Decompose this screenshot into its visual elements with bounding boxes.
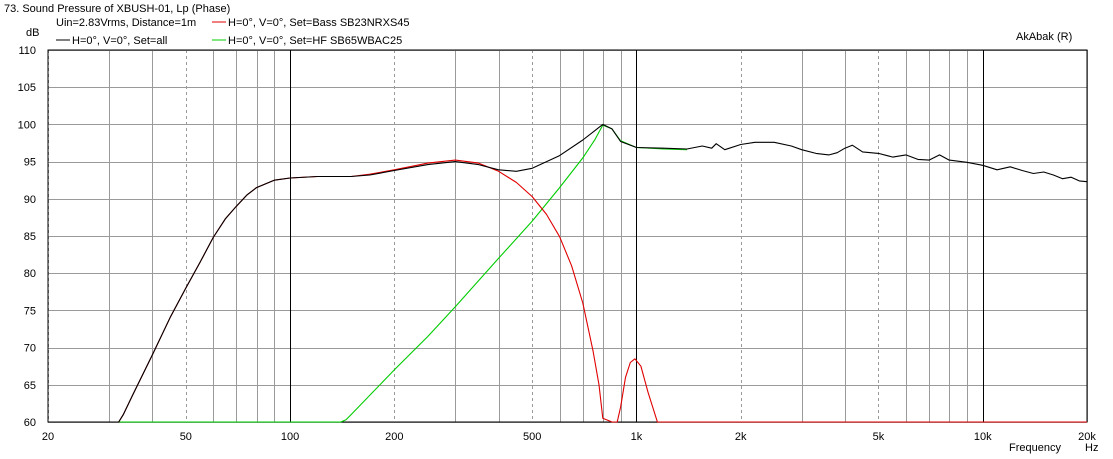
- legend-label-all: H=0°, V=0°, Set=all: [72, 35, 167, 47]
- x-axis-label: Frequency: [1009, 442, 1061, 454]
- x-axis-unit: Hz: [1085, 442, 1098, 454]
- y-tick-label: 60: [24, 417, 36, 429]
- y-tick-label: 105: [18, 82, 36, 94]
- y-tick-label: 70: [24, 343, 36, 355]
- legend-label-bass: H=0°, V=0°, Set=Bass SB23NRXS45: [228, 17, 410, 29]
- y-tick-label: 65: [24, 380, 36, 392]
- x-tick-label: 10k: [974, 431, 992, 443]
- chart-subtitle: Uin=2.83Vrms, Distance=1m: [56, 17, 196, 29]
- x-tick-labels: 20 50 100 200 500 1k 2k 5k 10k 20k: [42, 431, 1096, 443]
- x-tick-label: 20: [42, 431, 54, 443]
- x-tick-label: 1k: [631, 431, 643, 443]
- y-tick-label: 80: [24, 268, 36, 280]
- legend: H=0°, V=0°, Set=all H=0°, V=0°, Set=Bass…: [56, 17, 410, 47]
- x-tick-label: 5k: [873, 431, 885, 443]
- x-tick-label: 100: [281, 431, 299, 443]
- legend-label-hf: H=0°, V=0°, Set=HF SB65WBAC25: [228, 35, 402, 47]
- y-tick-label: 75: [24, 305, 36, 317]
- y-axis-label: dB: [26, 27, 39, 39]
- y-tick-labels: 110 105 100 95 90 85 80 75 70 65 60: [18, 45, 36, 429]
- plot-frame: [47, 49, 1088, 423]
- x-tick-label: 20k: [1078, 431, 1096, 443]
- watermark-text: AkAbak (R): [1016, 31, 1072, 43]
- y-tick-label: 85: [24, 231, 36, 243]
- x-tick-label: 2k: [735, 431, 747, 443]
- curves: [48, 123, 1088, 423]
- x-tick-label: 50: [180, 431, 192, 443]
- x-tick-label: 200: [385, 431, 403, 443]
- chart-title: 73. Sound Pressure of XBUSH-01, Lp (Phas…: [4, 3, 230, 15]
- y-tick-label: 95: [24, 157, 36, 169]
- y-tick-label: 110: [18, 45, 36, 57]
- curve-set-all: [48, 123, 1088, 423]
- x-tick-label: 500: [523, 431, 541, 443]
- grid: [48, 50, 1088, 423]
- y-tick-label: 100: [18, 119, 36, 131]
- y-tick-label: 90: [24, 194, 36, 206]
